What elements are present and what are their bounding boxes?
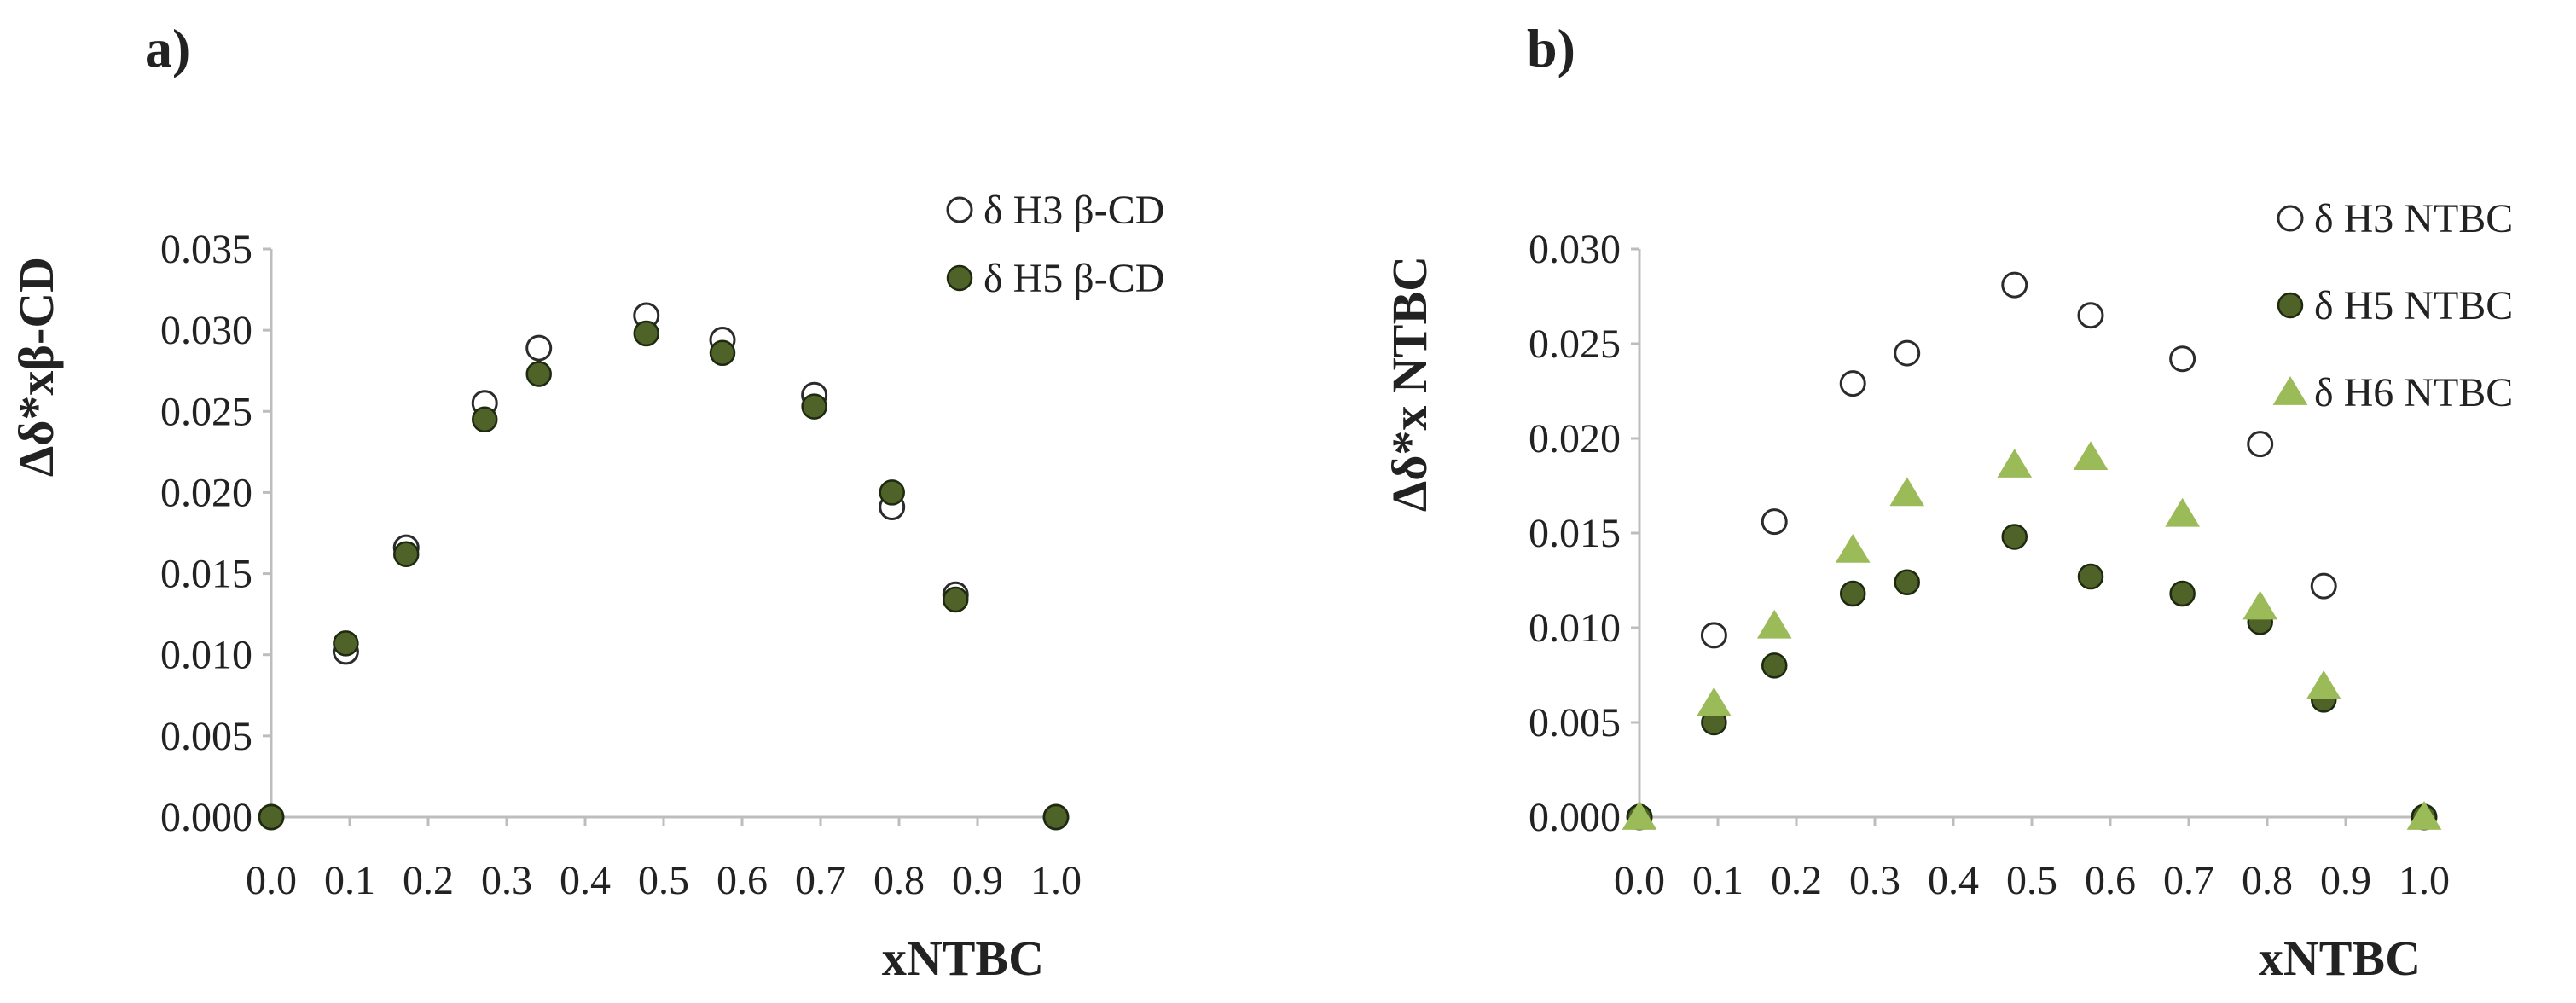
chart-b-series-1-point (2247, 431, 2274, 458)
chart-a-x-tick-label: 0.0 (246, 858, 297, 903)
chart-b-series-2 (1626, 524, 2438, 831)
chart-a-series-1 (258, 302, 1070, 831)
chart-a-y-tick-label: 0.035 (160, 227, 252, 272)
chart-a-series-2-point (709, 339, 736, 367)
chart-b-x-tick-label: 0.2 (1771, 858, 1822, 903)
chart-b-y-tick-label: 0.025 (1529, 322, 1621, 367)
chart-a-series-2-point (333, 630, 359, 657)
chart-a-series-2-point (879, 479, 905, 506)
chart-b-series-3-point (2242, 590, 2278, 620)
chart-b-series-2-point (2169, 580, 2196, 607)
chart-b-y-tick-label: 0.005 (1529, 700, 1621, 745)
chart-b-y-tick-label: 0.015 (1529, 511, 1621, 556)
chart-a-y-tick-label: 0.005 (160, 714, 252, 759)
chart-b-x-tick-label: 0.9 (2320, 858, 2371, 903)
chart-b-series-3-point (1997, 449, 2033, 478)
chart-b-series-1-point (1839, 370, 1866, 397)
chart-b: b) 0.000 0.005 0.010 0.015 0.020 0.025 0.030 0.0… (1382, 18, 2513, 986)
chart-a-x-tick-label: 0.2 (403, 858, 454, 903)
chart-a-y-tick-label: 0.010 (160, 633, 252, 678)
chart-b-y-tick-label: 0.000 (1529, 795, 1621, 840)
chart-b-x-tick-label: 0.1 (1692, 858, 1743, 903)
chart-a-series-2-point (1042, 803, 1070, 831)
chart-a-legend-label-1: δ H3 β-CD (983, 188, 1164, 233)
chart-b-x-tick-label: 0.7 (2163, 858, 2214, 903)
chart-b-x-tick-label: 0.6 (2085, 858, 2136, 903)
chart-b-x-axis-title: xNTBC (2259, 931, 2421, 986)
chart-b-series-3-point (1697, 687, 1732, 716)
chart-b-series-3 (1622, 441, 2442, 830)
chart-b-series-3-point (1889, 477, 1925, 507)
chart-a-x-tick-label: 0.9 (952, 858, 1003, 903)
chart-b-legend-marker-1 (2277, 205, 2304, 232)
chart-b-legend-marker-2 (2277, 292, 2304, 319)
chart-b-series-1-point (1894, 339, 1921, 367)
chart-b-y-tick-label: 0.020 (1529, 416, 1621, 461)
chart-b-series-2-point (2077, 563, 2104, 590)
chart-a-legend-marker-2 (946, 264, 973, 292)
chart-a-x-tick-label: 0.8 (873, 858, 925, 903)
chart-a-y-tick-label: 0.025 (160, 389, 252, 434)
chart-a-legend-label-2: δ H5 β-CD (983, 256, 1164, 301)
chart-b-x-tick-label: 1.0 (2399, 858, 2450, 903)
chart-b-panel-label: b) (1527, 18, 1575, 78)
chart-b-series-3-point (1835, 533, 1871, 563)
chart-a-series-2 (258, 320, 1070, 831)
chart-a-series-2-point (942, 586, 969, 613)
chart-b-series-1-point (2077, 302, 2104, 329)
chart-b-series-1-point (2169, 345, 2196, 373)
chart-a-x-tick-label: 0.3 (481, 858, 532, 903)
chart-a-series-2-point (258, 803, 285, 831)
chart-a-y-axis-title: Δδ*xβ-CD (9, 257, 64, 477)
chart-b-series-1 (1626, 271, 2438, 831)
chart-a-y-tick-label: 0.020 (160, 470, 252, 515)
chart-a-series-1-point (525, 334, 553, 362)
chart-a-x-axis-title: xNTBC (882, 931, 1044, 986)
chart-a-y-tick-label: 0.000 (160, 795, 252, 840)
chart-b-series-3-point (2406, 801, 2442, 830)
chart-b-series-3-point (1622, 801, 1657, 830)
chart-a-x-tick-label: 1.0 (1030, 858, 1082, 903)
chart-b-series-1-point (2001, 271, 2028, 299)
chart-a-x-tick-label: 0.7 (795, 858, 846, 903)
chart-b-series-1-point (2310, 572, 2337, 600)
chart-b-y-tick-label: 0.010 (1529, 606, 1621, 651)
chart-a-x-tick-label: 0.1 (324, 858, 375, 903)
chart-b-series-2-point (1894, 569, 1920, 595)
chart-b-series-2-point (2001, 524, 2028, 550)
chart-b-legend-label-3: δ H6 NTBC (2314, 370, 2513, 415)
chart-b-x-tick-label: 0.4 (1928, 858, 1979, 903)
chart-b-legend-marker-3 (2272, 376, 2308, 405)
chart-b-x-tick-label: 0.5 (2006, 858, 2057, 903)
chart-a-series-2-point (633, 320, 660, 347)
chart-a-y-tick-label: 0.015 (160, 552, 252, 597)
chart-b-y-axis-title: Δδ*x NTBC (1382, 256, 1437, 512)
chart-b-series-1-point (1761, 508, 1788, 536)
chart-b-series-2-point (1839, 580, 1866, 607)
chart-b-series-1-point (1700, 622, 1727, 649)
chart-b-series-3-point (2306, 670, 2341, 699)
chart-a-legend-marker-1 (946, 196, 973, 223)
chart-b-y-tick-label: 0.030 (1529, 227, 1621, 272)
chart-a-panel-label: a) (145, 18, 190, 78)
chart-b-x-tick-label: 0.3 (1849, 858, 1900, 903)
chart-b-series-3-point (2165, 497, 2200, 527)
chart-a-series-2-point (471, 406, 498, 433)
chart-b-x-tick-label: 0.8 (2242, 858, 2293, 903)
chart-a-x-tick-label: 0.6 (717, 858, 768, 903)
chart-a-y-tick-label: 0.030 (160, 308, 252, 353)
chart-b-series-2-point (1761, 652, 1788, 679)
chart-a-series-2-point (392, 541, 420, 567)
chart-b-series-3-point (2073, 441, 2109, 471)
chart-a-x-tick-label: 0.4 (560, 858, 611, 903)
chart-a-series-2-point (801, 393, 827, 420)
chart-a-x-tick-label: 0.5 (638, 858, 689, 903)
chart-a-series-2-point (525, 361, 552, 387)
chart-b-series-3-point (1756, 609, 1792, 639)
chart-b-x-tick-label: 0.0 (1614, 858, 1665, 903)
chart-a: a) 0.000 0.005 0.010 0.015 0.020 0.025 0.030 0.0… (9, 18, 1164, 986)
chart-b-legend-label-2: δ H5 NTBC (2314, 283, 2513, 328)
chart-b-legend-label-1: δ H3 NTBC (2314, 196, 2513, 241)
